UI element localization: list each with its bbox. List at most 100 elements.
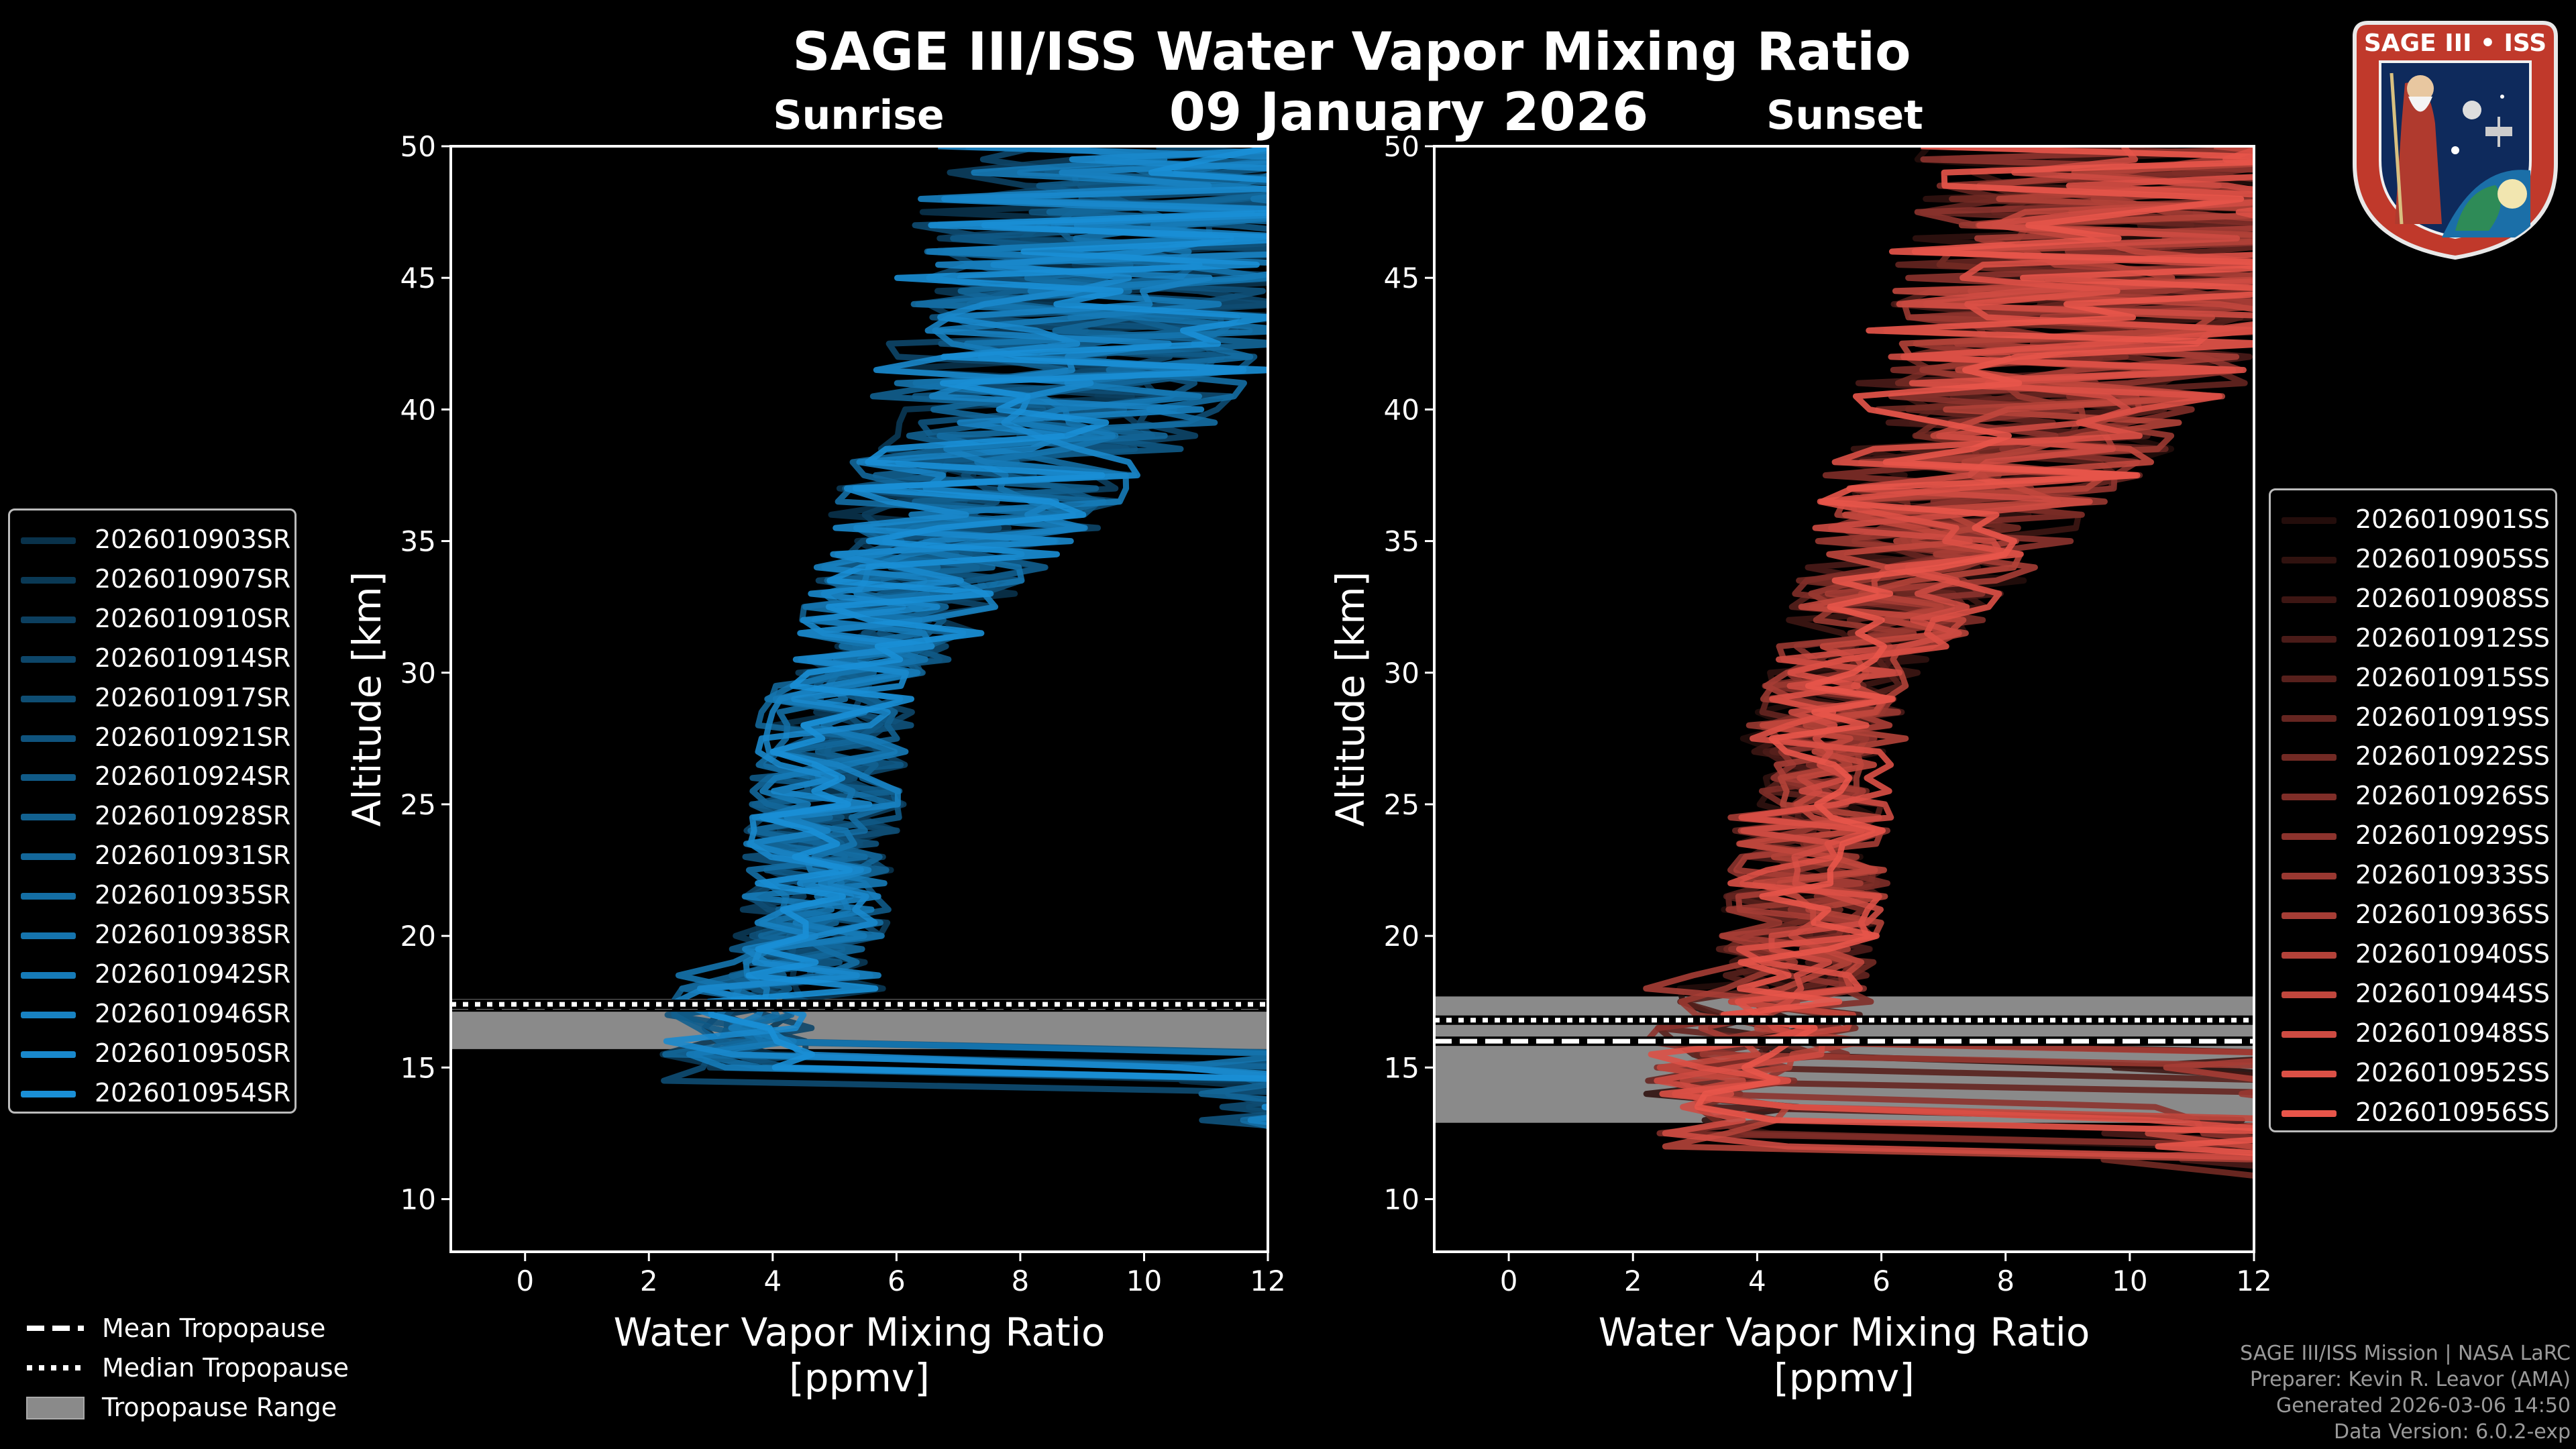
legend-label-2026010928SR: 2026010928SR (95, 801, 291, 831)
legend-label-2026010956SS: 2026010956SS (2355, 1097, 2551, 1127)
legend-entry-2026010948SS: 2026010948SS (2271, 1014, 2555, 1053)
sunrise-xtick-label-0: 0 (516, 1265, 534, 1297)
profile-2026010928SR (670, 156, 1268, 1056)
sunrise-ytick-label-20: 20 (400, 920, 436, 953)
legend-entry-2026010950SR: 2026010950SR (10, 1034, 294, 1073)
legend-label-2026010924SR: 2026010924SR (95, 761, 291, 792)
legend-label-2026010903SR: 2026010903SR (95, 525, 291, 554)
legend-entry-2026010956SS: 2026010956SS (2271, 1093, 2555, 1132)
sunset-xtick-label-2: 2 (1624, 1265, 1642, 1297)
legend-swatch-2026010954SR (21, 1090, 76, 1097)
profile-2026010933SS (1678, 187, 2254, 1099)
legend-label-2026010948SS: 2026010948SS (2355, 1018, 2551, 1048)
legend-entry-2026010910SR: 2026010910SR (10, 599, 294, 638)
legend-label-2026010950SR: 2026010950SR (95, 1038, 291, 1068)
legend-entry-2026010938SR: 2026010938SR (10, 915, 294, 954)
legend-swatch-2026010907SR (21, 576, 76, 584)
legend-label-2026010910SR: 2026010910SR (95, 603, 291, 633)
legend-swatch-2026010929SS (2282, 833, 2337, 841)
tropopause-legend-swatches (26, 1326, 85, 1419)
legend-entry-2026010940SS: 2026010940SS (2271, 934, 2555, 973)
profile-2026010950SR (663, 147, 1268, 1079)
sunrise-xtick-label-2: 2 (640, 1265, 658, 1297)
credits-generated: Generated 2026-03-06 14:50 (2275, 1394, 2571, 1417)
sunset-xlabel: Water Vapor Mixing Ratio (1599, 1309, 2090, 1355)
legend-swatch-2026010919SS (2282, 714, 2337, 722)
main-title: SAGE III/ISS Water Vapor Mixing Ratio (792, 22, 1911, 83)
legend-label-2026010917SR: 2026010917SR (95, 682, 291, 712)
legend-swatch-2026010921SR (21, 735, 76, 742)
sunrise-xlabel: Water Vapor Mixing Ratio (614, 1309, 1106, 1355)
profile-2026010956SS (1694, 146, 2254, 1157)
legend-swatch-2026010901SS (2282, 517, 2337, 524)
legend-entry-2026010933SS: 2026010933SS (2271, 855, 2555, 894)
sunrise-ytick-label-45: 45 (400, 262, 436, 294)
legend-label-2026010914SR: 2026010914SR (95, 643, 291, 673)
sunrise-ytick-label-50: 50 (400, 130, 436, 163)
legend-swatch-2026010915SS (2282, 675, 2337, 682)
legend-swatch-2026010935SR (21, 893, 76, 900)
credits: SAGE III/ISS Mission | NASA LaRC Prepare… (2240, 1340, 2571, 1445)
sunrise-xtick-label-10: 10 (1126, 1265, 1162, 1297)
tropopause-legend: Mean Tropopause Median Tropopause Tropop… (20, 1308, 396, 1429)
legend-label-2026010922SS: 2026010922SS (2355, 741, 2551, 771)
legend-swatch-2026010912SS (2282, 635, 2337, 643)
sunset-ytick-label-15: 15 (1384, 1051, 1419, 1084)
legend-swatch-2026010948SS (2282, 1030, 2337, 1038)
sunset-xtick-label-8: 8 (1996, 1265, 2015, 1297)
legend-swatch-2026010944SS (2282, 991, 2337, 998)
legend-label-2026010912SS: 2026010912SS (2355, 623, 2551, 653)
legend-entry-2026010905SS: 2026010905SS (2271, 539, 2555, 578)
credits-mission: SAGE III/ISS Mission | NASA LaRC (2240, 1342, 2571, 1365)
sunset-legend: 2026010901SS 2026010905SS 2026010908SS 2026… (2269, 488, 2557, 1132)
legend-label-2026010952SS: 2026010952SS (2355, 1057, 2551, 1087)
legend-swatch-2026010950SR (21, 1051, 76, 1058)
date-title: 09 January 2026 (1169, 83, 1649, 143)
legend-swatch-2026010914SR (21, 655, 76, 663)
legend-label-2026010954SR: 2026010954SR (95, 1077, 291, 1108)
legend-entry-2026010946SR: 2026010946SR (10, 994, 294, 1033)
legend-entry-2026010931SR: 2026010931SR (10, 836, 294, 875)
legend-label-2026010938SR: 2026010938SR (95, 920, 291, 949)
legend-label-2026010944SS: 2026010944SS (2355, 978, 2551, 1008)
legend-label-2026010946SR: 2026010946SR (95, 998, 291, 1028)
sunrise-xtick-label-4: 4 (763, 1265, 782, 1297)
legend-entry-2026010926SS: 2026010926SS (2271, 776, 2555, 815)
legend-entry-2026010907SR: 2026010907SR (10, 559, 294, 598)
tropopause-range-swatch (26, 1397, 85, 1419)
sunrise-legend: 2026010903SR 2026010907SR 2026010910SR 2026… (8, 508, 297, 1114)
sunset-xtick-label-6: 6 (1872, 1265, 1890, 1297)
legend-swatch-2026010903SR (21, 537, 76, 544)
legend-swatch-2026010940SS (2282, 951, 2337, 959)
legend-entry-2026010924SR: 2026010924SR (10, 757, 294, 796)
sunset-ytick-label-20: 20 (1384, 920, 1419, 953)
sunset-xlabel-units: [ppmv] (1774, 1355, 1915, 1401)
legend-swatch-2026010933SS (2282, 873, 2337, 880)
legend-label-2026010915SS: 2026010915SS (2355, 662, 2551, 692)
profile-2026010952SS (1648, 146, 2254, 1132)
legend-swatch-2026010952SS (2282, 1070, 2337, 1077)
sunset-ylabel: Altitude [km] (1328, 572, 1373, 826)
sage-iii-iss-logo: SAGE III • ISS (2353, 21, 2558, 260)
legend-swatch-2026010946SR (21, 1011, 76, 1018)
legend-swatch-2026010908SS (2282, 596, 2337, 603)
legend-swatch-2026010917SR (21, 695, 76, 702)
median-tropopause-label: Median Tropopause (102, 1353, 349, 1383)
legend-entry-2026010942SR: 2026010942SR (10, 955, 294, 994)
sunrise-xtick-label-6: 6 (888, 1265, 906, 1297)
sunset-xtick-label-0: 0 (1500, 1265, 1518, 1297)
legend-swatch-2026010931SR (21, 853, 76, 861)
sunset-ytick-label-30: 30 (1384, 657, 1419, 690)
logo-text: SAGE III • ISS (2364, 30, 2546, 57)
legend-entry-2026010944SS: 2026010944SS (2271, 974, 2555, 1013)
sunset-xtick-label-10: 10 (2112, 1265, 2147, 1297)
legend-entry-2026010921SR: 2026010921SR (10, 718, 294, 757)
sunset-panel-title: Sunset (1766, 92, 1923, 139)
legend-entry-2026010917SR: 2026010917SR (10, 678, 294, 717)
legend-entry-2026010908SS: 2026010908SS (2271, 579, 2555, 618)
legend-label-2026010929SS: 2026010929SS (2355, 820, 2551, 851)
legend-entry-2026010919SS: 2026010919SS (2271, 698, 2555, 737)
sunrise-plot-area: 10 15 20 25 30 35 40 45 50 0 2 4 6 8 10 12 Water Vapor M… (344, 130, 1286, 1401)
legend-swatch-2026010926SS (2282, 794, 2337, 801)
